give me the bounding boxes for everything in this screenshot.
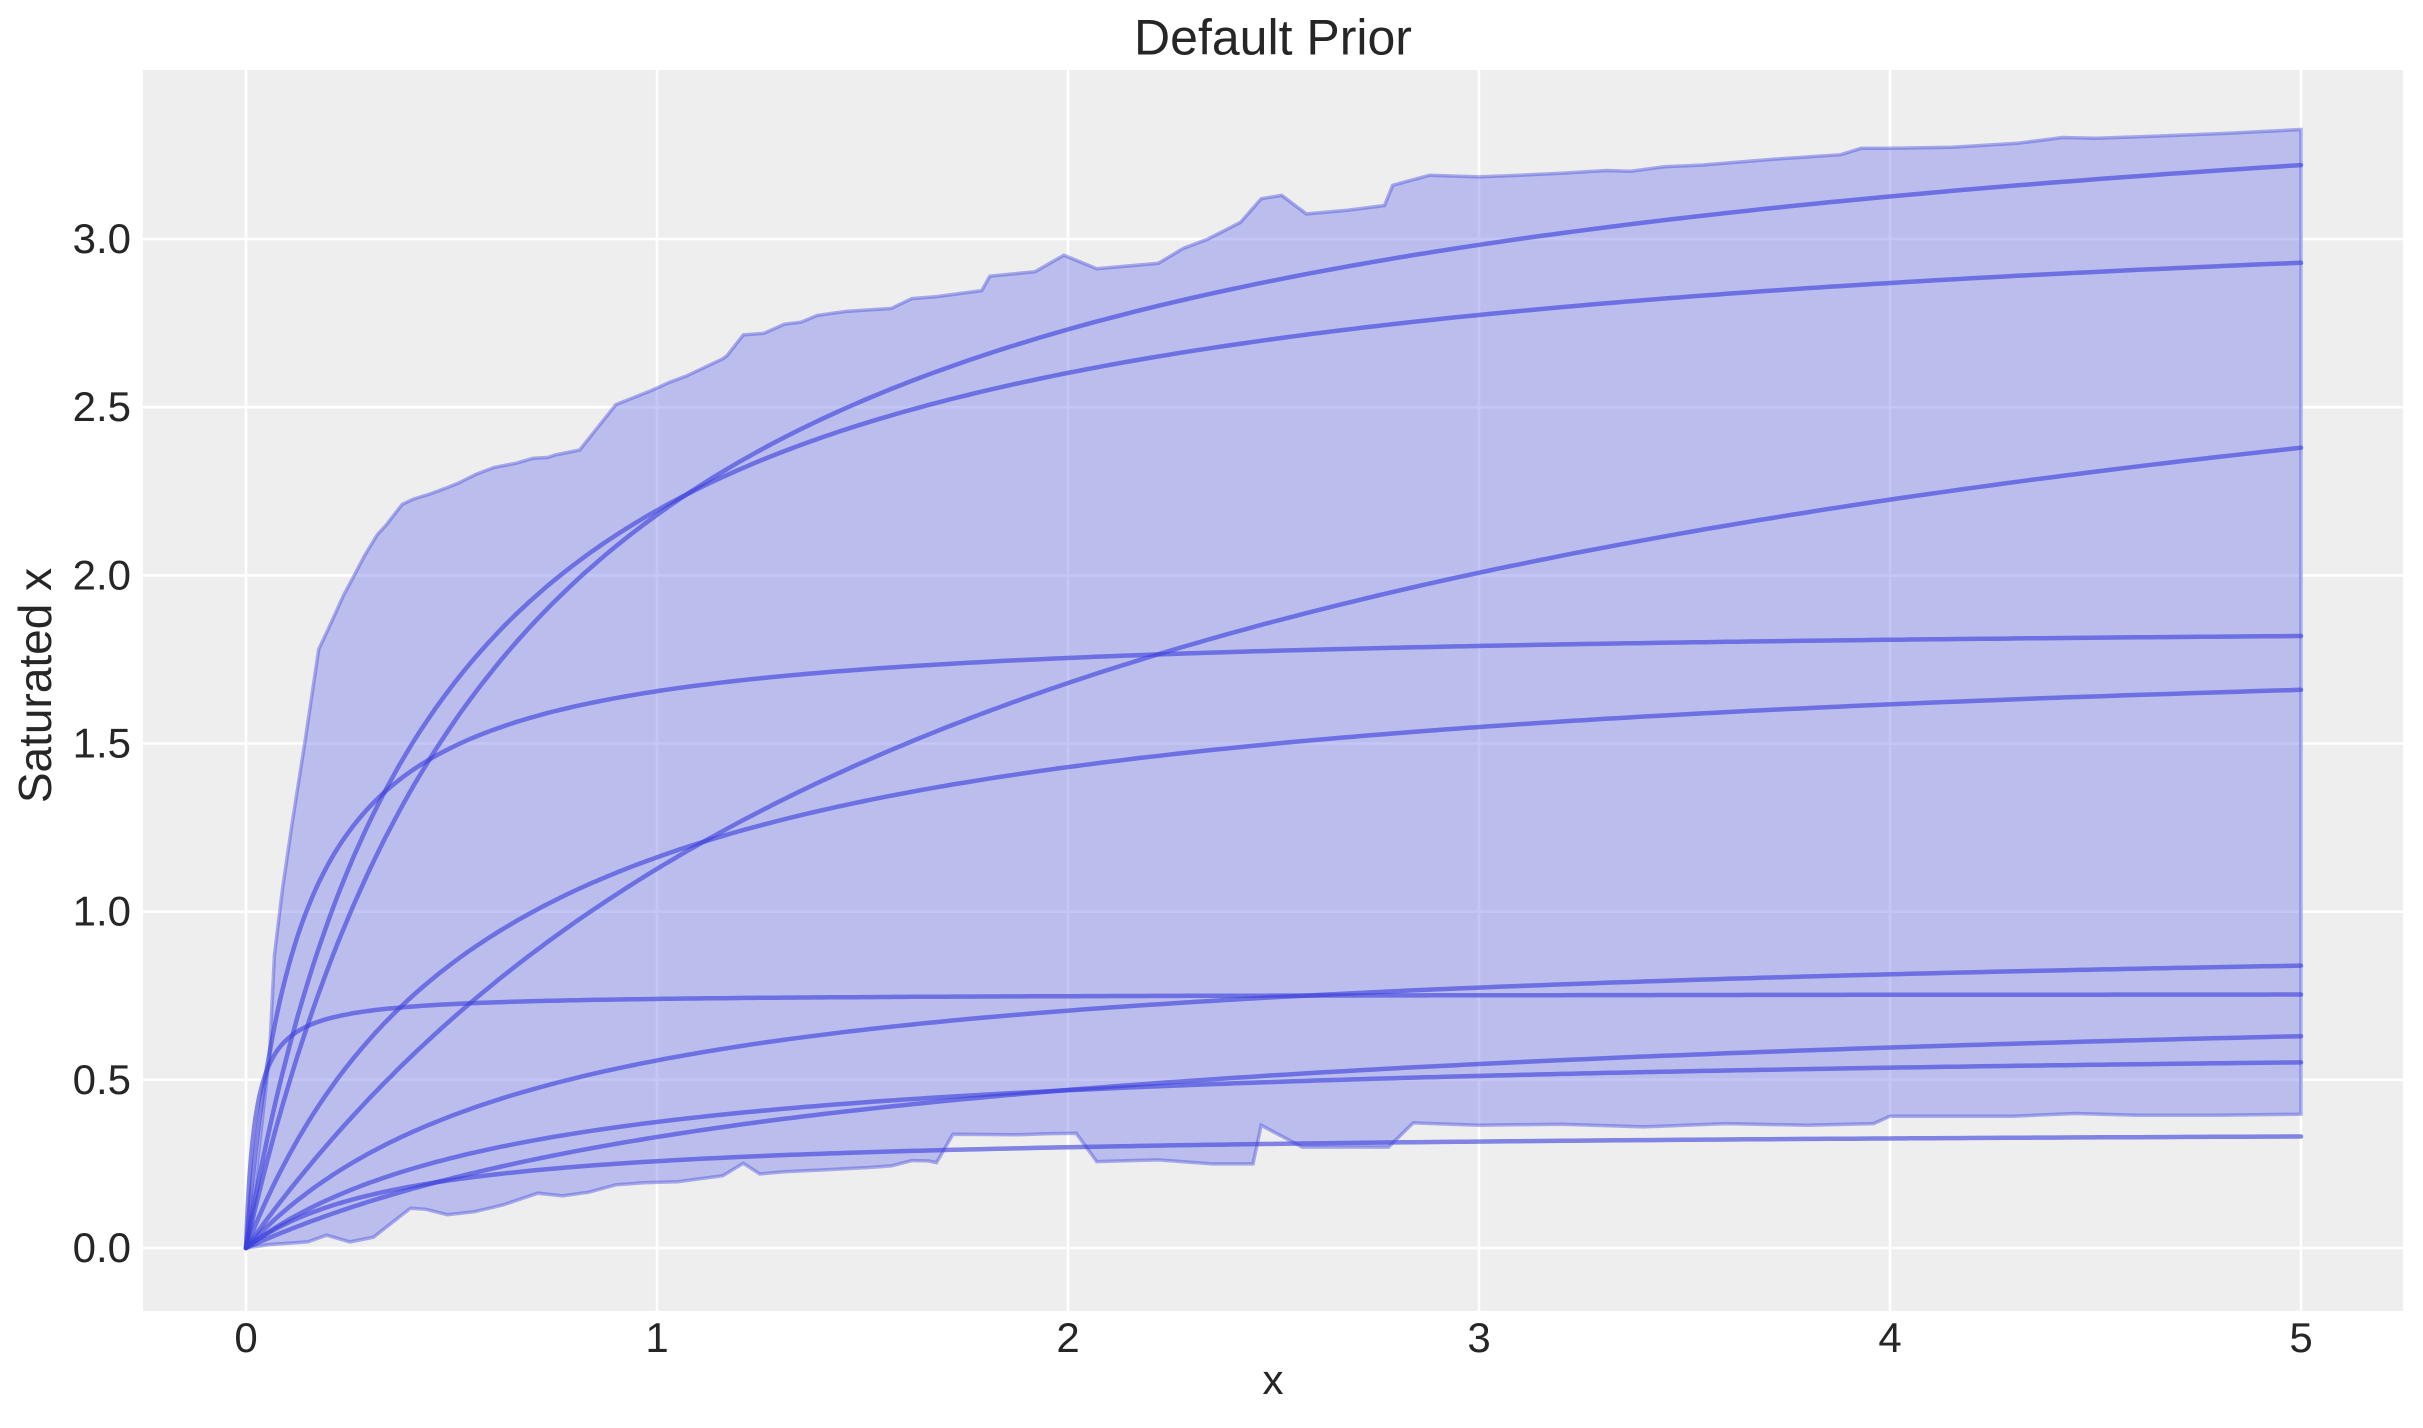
svg-text:x: x bbox=[1263, 1356, 1284, 1403]
svg-text:1.5: 1.5 bbox=[73, 720, 131, 767]
svg-text:3: 3 bbox=[1467, 1314, 1490, 1361]
svg-text:2.0: 2.0 bbox=[73, 551, 131, 598]
svg-text:Saturated x: Saturated x bbox=[9, 568, 61, 803]
svg-text:3.0: 3.0 bbox=[73, 215, 131, 262]
svg-text:0: 0 bbox=[234, 1314, 257, 1361]
svg-text:0.5: 0.5 bbox=[73, 1056, 131, 1103]
svg-text:2.5: 2.5 bbox=[73, 383, 131, 430]
svg-text:4: 4 bbox=[1878, 1314, 1901, 1361]
svg-text:5: 5 bbox=[2289, 1314, 2312, 1361]
svg-text:Default Prior: Default Prior bbox=[1134, 10, 1412, 66]
svg-text:2: 2 bbox=[1056, 1314, 1079, 1361]
svg-text:1: 1 bbox=[645, 1314, 668, 1361]
svg-text:0.0: 0.0 bbox=[73, 1224, 131, 1271]
svg-text:1.0: 1.0 bbox=[73, 888, 131, 935]
